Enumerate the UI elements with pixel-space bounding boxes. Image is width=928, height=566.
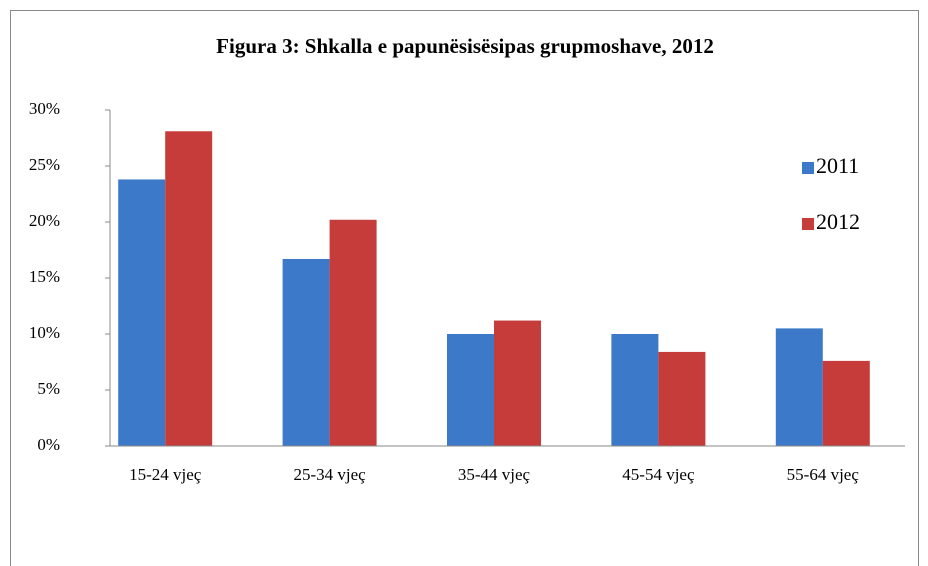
y-tick-label: 0%: [37, 435, 60, 454]
y-tick-label: 30%: [29, 99, 60, 118]
bar: [822, 360, 870, 446]
bar: [329, 219, 377, 446]
y-tick-label: 10%: [29, 323, 60, 342]
bar: [775, 328, 823, 446]
x-tick-label: 55-64 vjeç: [787, 465, 860, 484]
y-tick-label: 20%: [29, 211, 60, 230]
bar: [118, 179, 166, 446]
y-tick-label: 25%: [29, 155, 60, 174]
bar: [447, 334, 494, 446]
legend-label: 2011: [816, 153, 859, 178]
x-tick-label: 15-24 vjeç: [129, 465, 202, 484]
bar: [282, 258, 330, 446]
legend-swatch: [802, 162, 814, 174]
legend-label: 2012: [816, 209, 860, 234]
legend-swatch: [802, 218, 814, 230]
x-tick-label: 35-44 vjeç: [458, 465, 531, 484]
x-tick-label: 45-54 vjeç: [622, 465, 695, 484]
x-tick-label: 25-34 vjeç: [293, 465, 366, 484]
bar: [165, 131, 213, 446]
y-tick-label: 15%: [29, 267, 60, 286]
y-tick-label: 5%: [37, 379, 60, 398]
bar: [611, 334, 659, 446]
bar: [494, 320, 541, 446]
bar: [658, 351, 706, 446]
chart-title: Figura 3: Shkalla e papunësisësipas grup…: [216, 34, 714, 58]
